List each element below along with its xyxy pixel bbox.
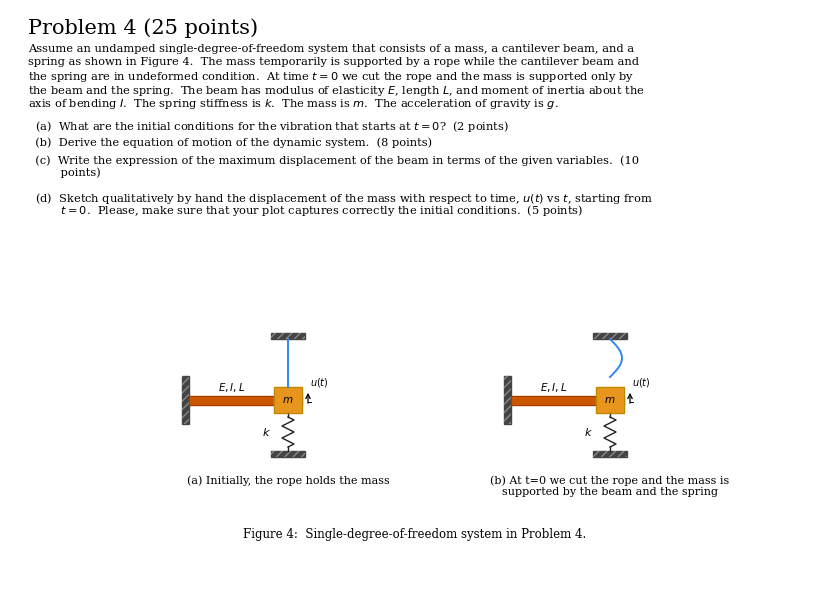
Text: (d)  Sketch qualitatively by hand the displacement of the mass with respect to t: (d) Sketch qualitatively by hand the dis… xyxy=(28,191,652,206)
Text: supported by the beam and the spring: supported by the beam and the spring xyxy=(502,487,718,497)
Text: $m$: $m$ xyxy=(604,395,616,405)
Text: Problem 4 (25 points): Problem 4 (25 points) xyxy=(28,18,258,38)
Bar xyxy=(189,396,302,404)
Text: points): points) xyxy=(28,167,101,177)
Bar xyxy=(511,396,624,404)
Bar xyxy=(182,376,189,424)
Text: $t = 0$.  Please, make sure that your plot captures correctly the initial condit: $t = 0$. Please, make sure that your plo… xyxy=(28,203,583,218)
Text: axis of bending $I$.  The spring stiffness is $k$.  The mass is $m$.  The accele: axis of bending $I$. The spring stiffnes… xyxy=(28,97,558,111)
Text: spring as shown in Figure 4.  The mass temporarily is supported by a rope while : spring as shown in Figure 4. The mass te… xyxy=(28,57,639,67)
Bar xyxy=(593,333,627,339)
Bar xyxy=(596,387,624,413)
Text: the beam and the spring.  The beam has modulus of elasticity $E$, length $L$, an: the beam and the spring. The beam has mo… xyxy=(28,84,645,98)
Bar xyxy=(274,387,302,413)
Bar xyxy=(182,376,189,424)
Text: (b)  Derive the equation of motion of the dynamic system.  (8 points): (b) Derive the equation of motion of the… xyxy=(28,137,432,148)
Text: $u(t)$: $u(t)$ xyxy=(632,376,651,389)
Bar xyxy=(596,387,624,413)
Text: Assume an undamped single-degree-of-freedom system that consists of a mass, a ca: Assume an undamped single-degree-of-free… xyxy=(28,44,634,54)
Bar xyxy=(593,333,627,339)
Text: $k$: $k$ xyxy=(263,426,271,438)
Text: the spring are in undeformed condition.  At time $t = 0$ we cut the rope and the: the spring are in undeformed condition. … xyxy=(28,71,634,84)
Text: $u(t)$: $u(t)$ xyxy=(310,376,329,389)
Text: $k$: $k$ xyxy=(584,426,593,438)
Bar xyxy=(271,333,305,339)
Bar xyxy=(189,396,302,404)
Text: $E, I, L$: $E, I, L$ xyxy=(219,381,246,394)
Text: (b) At t=0 we cut the rope and the mass is: (b) At t=0 we cut the rope and the mass … xyxy=(490,475,730,486)
Bar xyxy=(511,396,624,404)
Text: (c)  Write the expression of the maximum displacement of the beam in terms of th: (c) Write the expression of the maximum … xyxy=(28,155,639,165)
Text: (a) Initially, the rope holds the mass: (a) Initially, the rope holds the mass xyxy=(187,475,390,486)
Bar xyxy=(504,376,511,424)
Bar xyxy=(593,451,627,457)
Text: $m$: $m$ xyxy=(283,395,293,405)
Text: (a)  What are the initial conditions for the vibration that starts at $t = 0$?  : (a) What are the initial conditions for … xyxy=(28,119,509,134)
Bar xyxy=(271,451,305,457)
Bar xyxy=(271,333,305,339)
Bar xyxy=(274,387,302,413)
Bar xyxy=(271,451,305,457)
Bar xyxy=(504,376,511,424)
Text: Figure 4:  Single-degree-of-freedom system in Problem 4.: Figure 4: Single-degree-of-freedom syste… xyxy=(243,528,587,541)
Bar xyxy=(593,451,627,457)
Text: $E, I, L$: $E, I, L$ xyxy=(540,381,568,394)
